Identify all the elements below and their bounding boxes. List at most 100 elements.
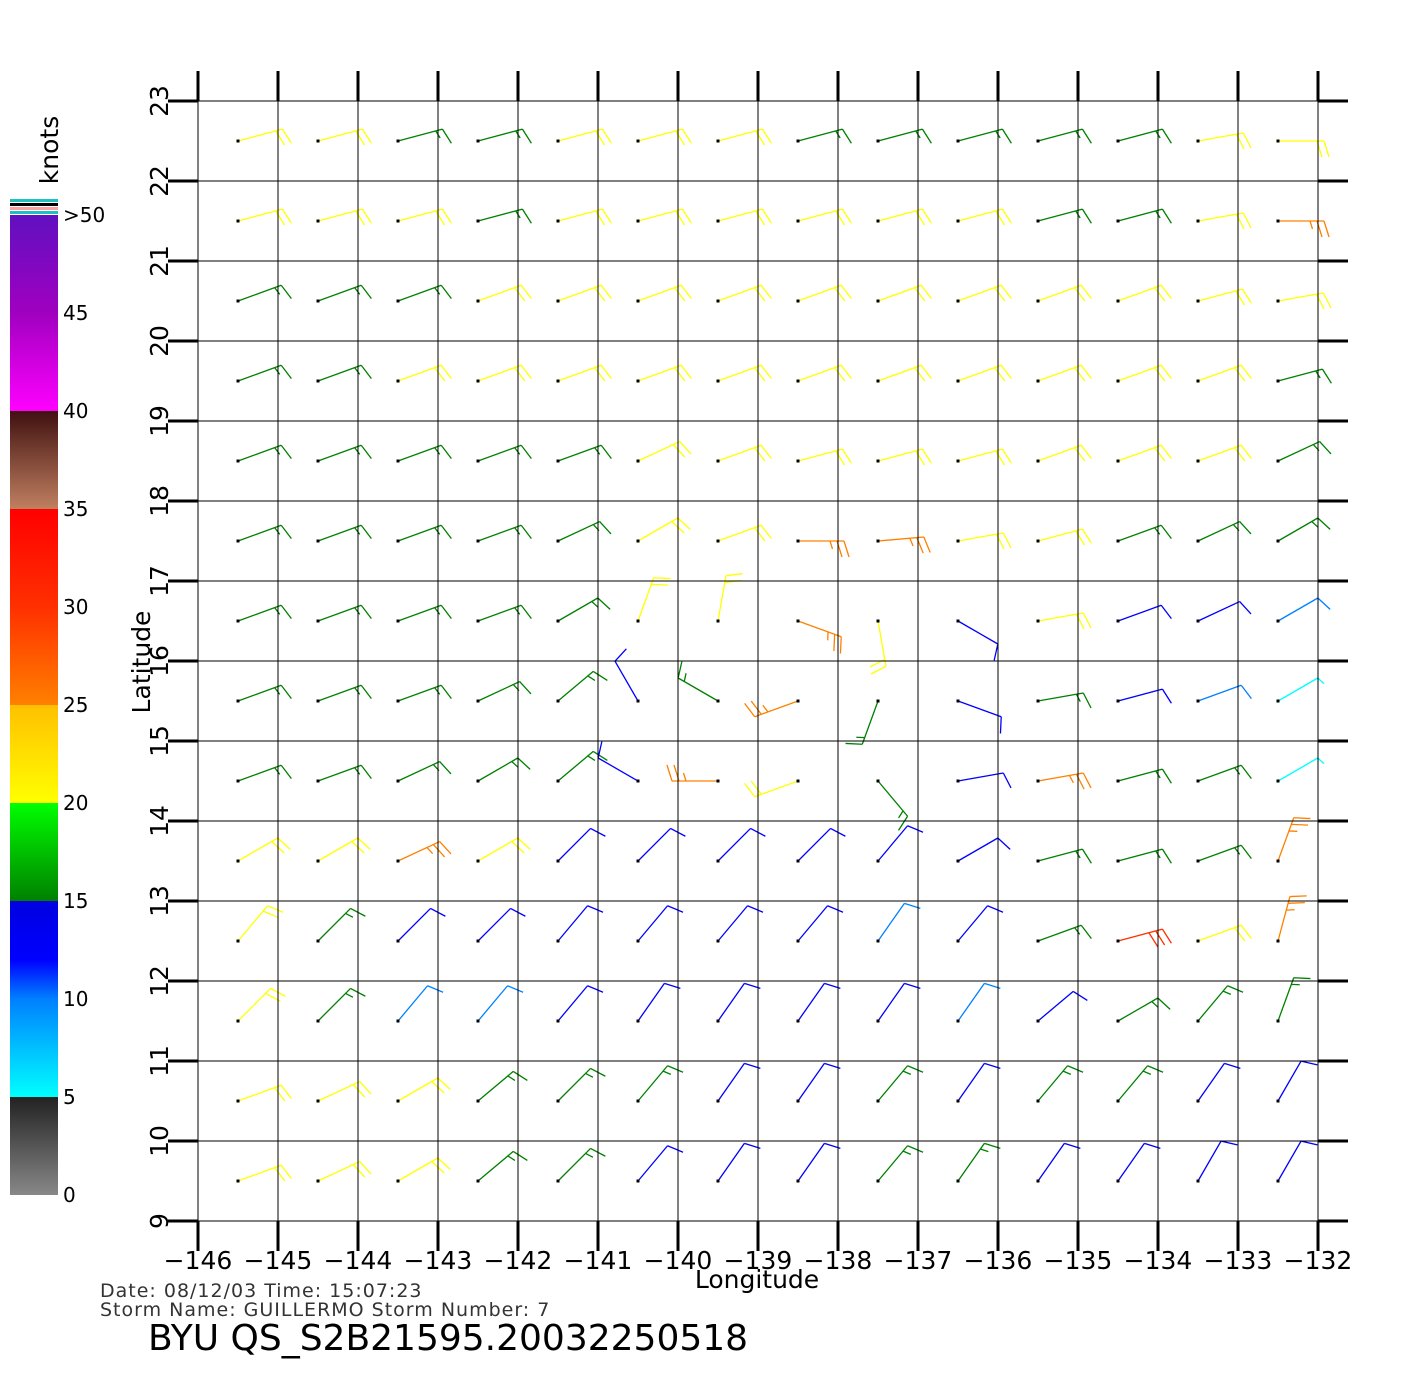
barb-dot bbox=[956, 859, 960, 863]
wind-barb bbox=[317, 684, 372, 702]
barb-dot bbox=[236, 459, 240, 463]
barb-dot bbox=[1276, 459, 1280, 463]
barb-dot bbox=[476, 939, 480, 943]
barb-dot bbox=[236, 539, 240, 543]
barb-dot bbox=[556, 859, 560, 863]
wind-barb bbox=[797, 1142, 841, 1182]
barb-dot bbox=[636, 139, 640, 143]
barb-dot bbox=[316, 299, 320, 303]
wind-barb bbox=[1197, 288, 1252, 306]
barb-dot bbox=[316, 619, 320, 623]
wind-barb bbox=[557, 597, 611, 622]
barb-dot bbox=[876, 219, 880, 223]
wind-barb bbox=[317, 604, 372, 622]
barb-dot bbox=[1276, 1019, 1280, 1023]
wind-barb bbox=[557, 985, 604, 1022]
barb-dot bbox=[1116, 379, 1120, 383]
colorbar-label: knots bbox=[35, 116, 64, 184]
barb-dot bbox=[1276, 539, 1280, 543]
barb-dot bbox=[876, 779, 880, 783]
wind-barb bbox=[717, 444, 772, 462]
wind-barb bbox=[877, 1065, 924, 1102]
y-tick-label: 10 bbox=[145, 1125, 174, 1157]
barb-dot bbox=[236, 379, 240, 383]
wind-barb bbox=[1117, 208, 1172, 224]
title: BYU QS_S2B21595.20032250518 bbox=[148, 1318, 748, 1359]
barb-dot bbox=[1036, 1179, 1040, 1183]
wind-barb bbox=[717, 524, 772, 542]
barb-dot bbox=[1036, 299, 1040, 303]
barb-dot bbox=[1116, 219, 1120, 223]
wind-barb bbox=[1117, 997, 1171, 1022]
barb-dot bbox=[876, 139, 880, 143]
wind-barb bbox=[1277, 292, 1332, 310]
wind-barb bbox=[1277, 440, 1332, 462]
wind-barb bbox=[317, 284, 372, 302]
barb-dot bbox=[556, 699, 560, 703]
barb-dot bbox=[556, 379, 560, 383]
y-tick-label: 13 bbox=[145, 885, 174, 917]
barb-dot bbox=[636, 939, 640, 943]
barb-dot bbox=[476, 299, 480, 303]
date-line: Date: 08/12/03 Time: 15:07:23 bbox=[100, 1280, 423, 1302]
wind-barb bbox=[557, 905, 604, 942]
wind-barb bbox=[1037, 848, 1092, 864]
barb-dot bbox=[1276, 139, 1280, 143]
barb-dot bbox=[636, 1179, 640, 1183]
barb-dot bbox=[396, 779, 400, 783]
x-tick-label: −137 bbox=[884, 1246, 953, 1275]
barb-dot bbox=[1196, 939, 1200, 943]
barb-dot bbox=[1116, 139, 1120, 143]
wind-barb bbox=[797, 448, 852, 466]
wind-barb bbox=[637, 1145, 684, 1182]
wind-barb bbox=[477, 128, 532, 144]
wind-barb bbox=[557, 750, 608, 782]
y-tick-label: 11 bbox=[145, 1045, 174, 1077]
barb-dot bbox=[316, 1099, 320, 1103]
wind-barb bbox=[557, 520, 612, 542]
wind-barb bbox=[1277, 817, 1311, 862]
wind-barb bbox=[1197, 764, 1252, 782]
barb-dot bbox=[316, 379, 320, 383]
barb-dot bbox=[876, 379, 880, 383]
barb-dot bbox=[796, 539, 800, 543]
wind-barb bbox=[237, 364, 292, 382]
barb-dot bbox=[636, 299, 640, 303]
barb-dot bbox=[716, 1019, 720, 1023]
wind-barb bbox=[1037, 612, 1092, 630]
barb-dot bbox=[636, 379, 640, 383]
wind-barb bbox=[1117, 1065, 1164, 1102]
wind-barb bbox=[744, 780, 799, 798]
barb-dot bbox=[1116, 859, 1120, 863]
wind-barb bbox=[557, 364, 612, 382]
barb-dot bbox=[236, 939, 240, 943]
barb-dot bbox=[1276, 699, 1280, 703]
wind-barb bbox=[1037, 284, 1092, 302]
barb-dot bbox=[876, 1099, 880, 1103]
wind-barb bbox=[317, 524, 372, 542]
barb-dot bbox=[476, 859, 480, 863]
wind-barb bbox=[1117, 364, 1172, 382]
barb-dot bbox=[636, 1099, 640, 1103]
wind-barb bbox=[957, 1062, 1001, 1102]
barb-dot bbox=[796, 619, 800, 623]
barb-dot bbox=[1196, 139, 1200, 143]
barb-dot bbox=[1196, 1019, 1200, 1023]
barb-dot bbox=[396, 939, 400, 943]
wind-barb bbox=[1117, 284, 1172, 302]
wind-barb bbox=[1037, 692, 1092, 709]
barb-dot bbox=[796, 459, 800, 463]
wind-barb bbox=[957, 128, 1012, 144]
barb-dot bbox=[876, 1019, 880, 1023]
barb-dot bbox=[796, 1099, 800, 1103]
barb-dot bbox=[396, 299, 400, 303]
wind-barb bbox=[717, 982, 761, 1022]
barb-dot bbox=[316, 779, 320, 783]
wind-barb bbox=[397, 985, 444, 1022]
wind-barb bbox=[1037, 128, 1092, 144]
barb-dot bbox=[1196, 619, 1200, 623]
storm-line: Storm Name: GUILLERMO Storm Number: 7 bbox=[100, 1299, 550, 1321]
wind-barb bbox=[317, 1160, 372, 1182]
wind-barb bbox=[237, 208, 292, 226]
barb-dot bbox=[1036, 1099, 1040, 1103]
